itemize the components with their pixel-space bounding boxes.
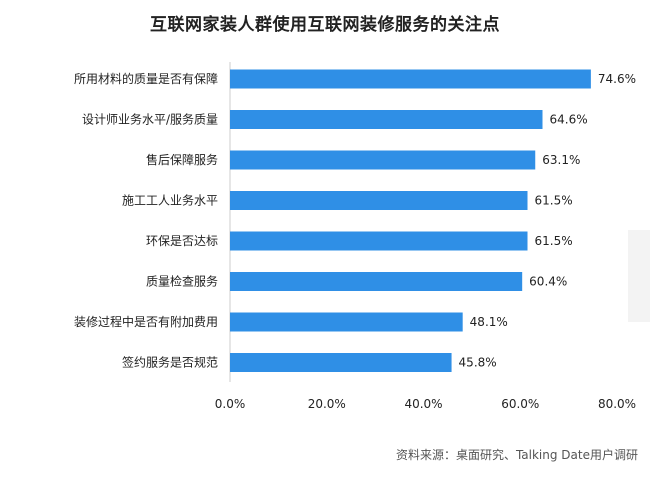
data-label: 45.8% xyxy=(459,356,497,370)
category-label: 环保是否达标 xyxy=(146,234,218,248)
x-tick-label: 20.0% xyxy=(308,397,346,411)
source-note: 资料来源：桌面研究、Talking Date用户调研 xyxy=(395,448,638,462)
bar xyxy=(230,272,523,291)
category-label: 签约服务是否规范 xyxy=(122,355,218,370)
data-label: 61.5% xyxy=(535,234,573,248)
data-label: 74.6% xyxy=(598,72,636,86)
category-label: 施工工人业务水平 xyxy=(122,193,218,208)
x-tick-label: 40.0% xyxy=(404,397,442,411)
bar xyxy=(230,312,463,332)
bar xyxy=(230,191,528,210)
x-tick-label: 80.0% xyxy=(598,397,636,411)
category-label: 装修过程中是否有附加费用 xyxy=(74,314,218,329)
data-label: 61.5% xyxy=(535,194,573,208)
category-label: 质量检查服务 xyxy=(146,274,218,289)
data-label: 48.1% xyxy=(470,315,508,329)
bar xyxy=(230,110,543,129)
data-label: 63.1% xyxy=(542,153,580,167)
x-tick-label: 60.0% xyxy=(501,397,539,411)
edge-shade xyxy=(628,230,650,322)
data-label: 60.4% xyxy=(529,275,567,289)
bar xyxy=(230,353,452,372)
bar xyxy=(230,231,528,251)
data-label: 64.6% xyxy=(550,113,588,127)
category-label: 所用材料的质量是否有保障 xyxy=(74,71,218,86)
chart-title: 互联网家装人群使用互联网装修服务的关注点 xyxy=(150,15,500,35)
x-tick-label: 0.0% xyxy=(215,397,246,411)
category-label: 售后保障服务 xyxy=(146,152,218,167)
bar xyxy=(230,69,591,89)
category-label: 设计师业务水平/服务质量 xyxy=(82,112,218,127)
bar xyxy=(230,150,536,170)
